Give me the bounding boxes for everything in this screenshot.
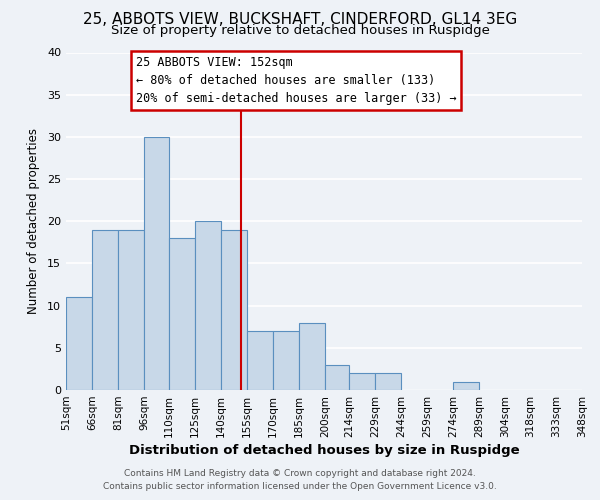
Bar (247, 331, 273, 390)
Bar (375, 373, 401, 390)
X-axis label: Distribution of detached houses by size in Ruspidge: Distribution of detached houses by size … (128, 444, 520, 457)
Bar (194, 221, 221, 390)
Bar (66, 297, 92, 390)
Bar (144, 137, 169, 390)
Y-axis label: Number of detached properties: Number of detached properties (27, 128, 40, 314)
Text: 25, ABBOTS VIEW, BUCKSHAFT, CINDERFORD, GL14 3EG: 25, ABBOTS VIEW, BUCKSHAFT, CINDERFORD, … (83, 12, 517, 28)
Bar (169, 238, 194, 390)
Text: Contains HM Land Registry data © Crown copyright and database right 2024.
Contai: Contains HM Land Registry data © Crown c… (103, 469, 497, 491)
Bar (325, 364, 349, 390)
Bar (273, 331, 299, 390)
Bar (299, 322, 325, 390)
Bar (454, 382, 479, 390)
Bar (349, 373, 375, 390)
Bar (92, 230, 118, 390)
Bar (118, 230, 144, 390)
Bar (221, 230, 247, 390)
Text: 25 ABBOTS VIEW: 152sqm
← 80% of detached houses are smaller (133)
20% of semi-de: 25 ABBOTS VIEW: 152sqm ← 80% of detached… (136, 56, 456, 105)
Text: Size of property relative to detached houses in Ruspidge: Size of property relative to detached ho… (110, 24, 490, 37)
